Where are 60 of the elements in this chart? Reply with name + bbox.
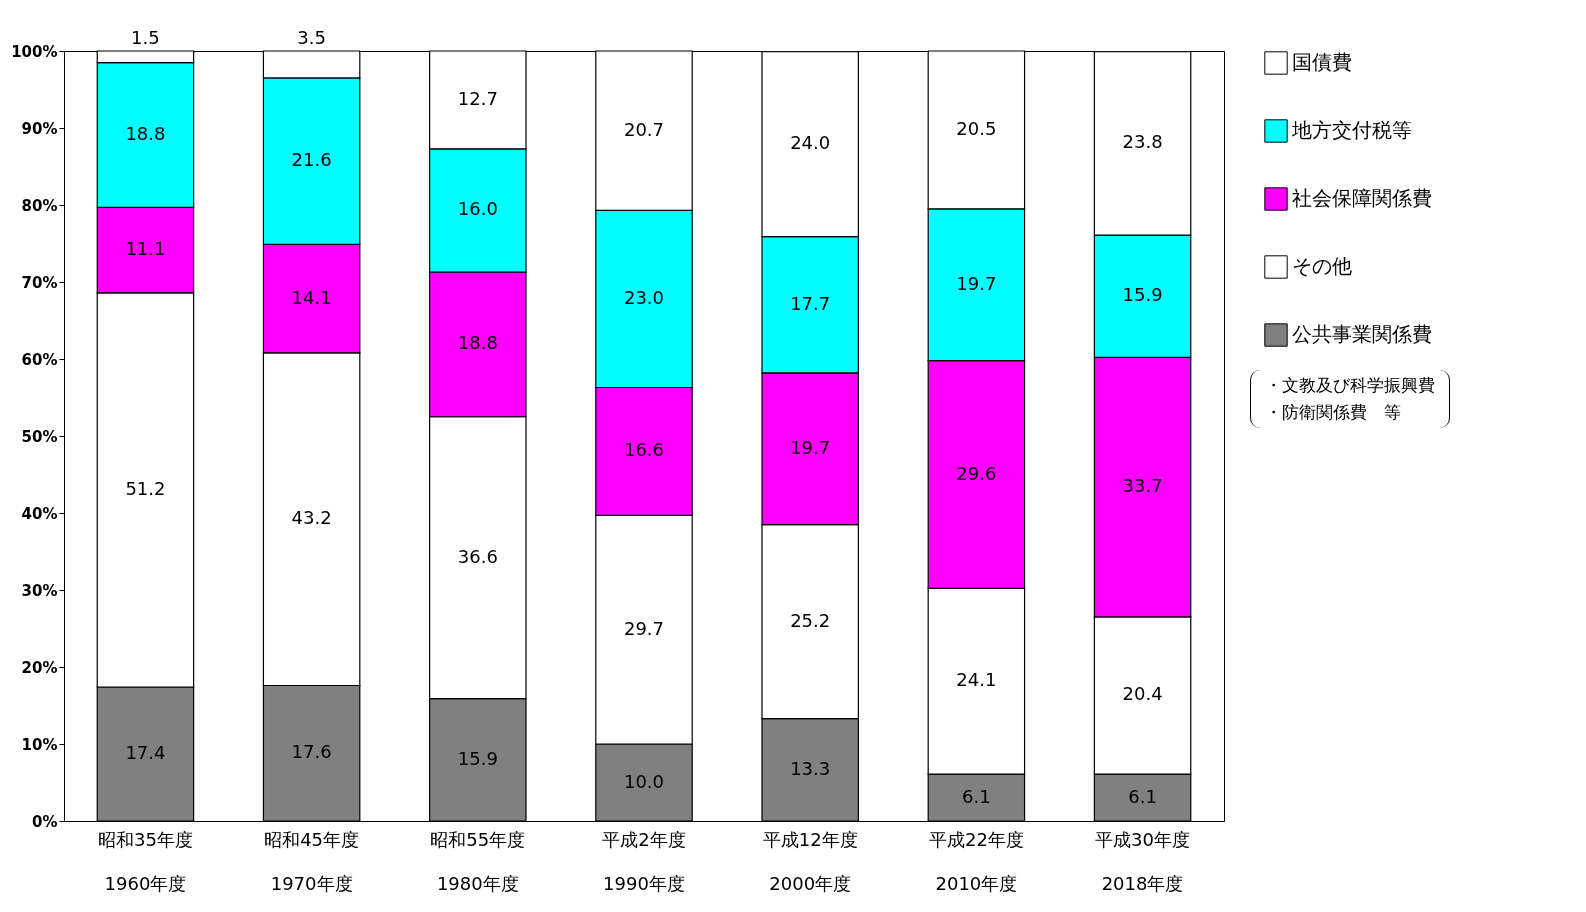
data-label: 1.5 (131, 27, 160, 48)
data-label: 11.1 (125, 238, 166, 260)
category-label: 昭和45年度 1970年度 (264, 828, 360, 894)
text: ・文教及び科学振興費 (1265, 375, 1435, 395)
y-tick-label: 70% (21, 273, 58, 292)
category-label: 昭和55年度 1980年度 (430, 828, 526, 894)
legend-label: 地方交付税等 (1291, 118, 1412, 142)
data-label: 24.1 (956, 669, 997, 691)
data-label: 17.7 (790, 292, 831, 314)
data-label: 18.8 (457, 332, 498, 354)
data-label: 15.9 (457, 747, 498, 769)
data-label: 15.9 (1122, 284, 1163, 306)
data-label: 14.1 (291, 286, 332, 308)
data-label: 17.4 (125, 742, 166, 764)
text: ・防衛関係費 等 (1265, 402, 1401, 423)
data-label: 18.8 (125, 122, 166, 144)
legend-label: その他 (1292, 254, 1352, 278)
data-label: 12.7 (457, 87, 498, 109)
y-tick-label: 80% (21, 196, 58, 215)
data-label: 13.3 (790, 757, 831, 779)
y-tick-label: 40% (21, 504, 58, 523)
data-label: 20.5 (956, 117, 997, 139)
data-label: 6.1 (962, 785, 991, 807)
category-label: 昭和35年度 1960年度 (97, 828, 193, 894)
y-tick-label: 100% (11, 42, 58, 61)
category-label: 平成30年度 2018年度 (1095, 828, 1191, 894)
data-label: 29.7 (623, 617, 665, 639)
category-label: 平成2年度 1990年度 (602, 828, 686, 894)
data-label: 24.0 (790, 132, 831, 154)
data-label: 3.5 (297, 27, 326, 48)
legend-label: 国債費 (1292, 50, 1352, 74)
data-label: 10.0 (623, 770, 665, 792)
data-label: 23.0 (623, 286, 665, 308)
y-tick-label: 10% (21, 735, 58, 754)
data-label: 16.0 (457, 198, 498, 220)
data-label: 23.8 (1122, 131, 1163, 153)
data-label: 16.6 (623, 439, 665, 461)
y-tick-label: 90% (21, 119, 58, 138)
data-label: 17.6 (291, 741, 332, 763)
y-tick-label: 20% (21, 658, 58, 677)
y-tick-label: 50% (21, 427, 58, 446)
category-label: 平成22年度 2010年度 (928, 828, 1024, 894)
data-label: 20.7 (623, 118, 665, 140)
data-label: 51.2 (125, 477, 166, 499)
data-label: 36.6 (457, 545, 498, 567)
category-label: 平成12年度 2000年度 (762, 828, 858, 894)
y-tick-label: 60% (21, 350, 58, 369)
legend-label: 公共事業関係費 (1292, 322, 1432, 346)
data-label: 19.7 (956, 272, 997, 294)
data-label: 29.6 (956, 462, 997, 484)
data-label: 20.4 (1122, 683, 1163, 705)
data-label: 25.2 (790, 609, 831, 631)
y-tick-label: 30% (21, 581, 58, 600)
y-tick-label: 0% (32, 812, 58, 831)
data-label: 19.7 (790, 436, 831, 458)
data-label: 43.2 (291, 507, 332, 529)
data-label: 21.6 (291, 149, 332, 171)
legend-label: 社会保障関係費 (1292, 186, 1432, 210)
data-label: 33.7 (1122, 475, 1163, 497)
data-label: 6.1 (1128, 785, 1157, 807)
